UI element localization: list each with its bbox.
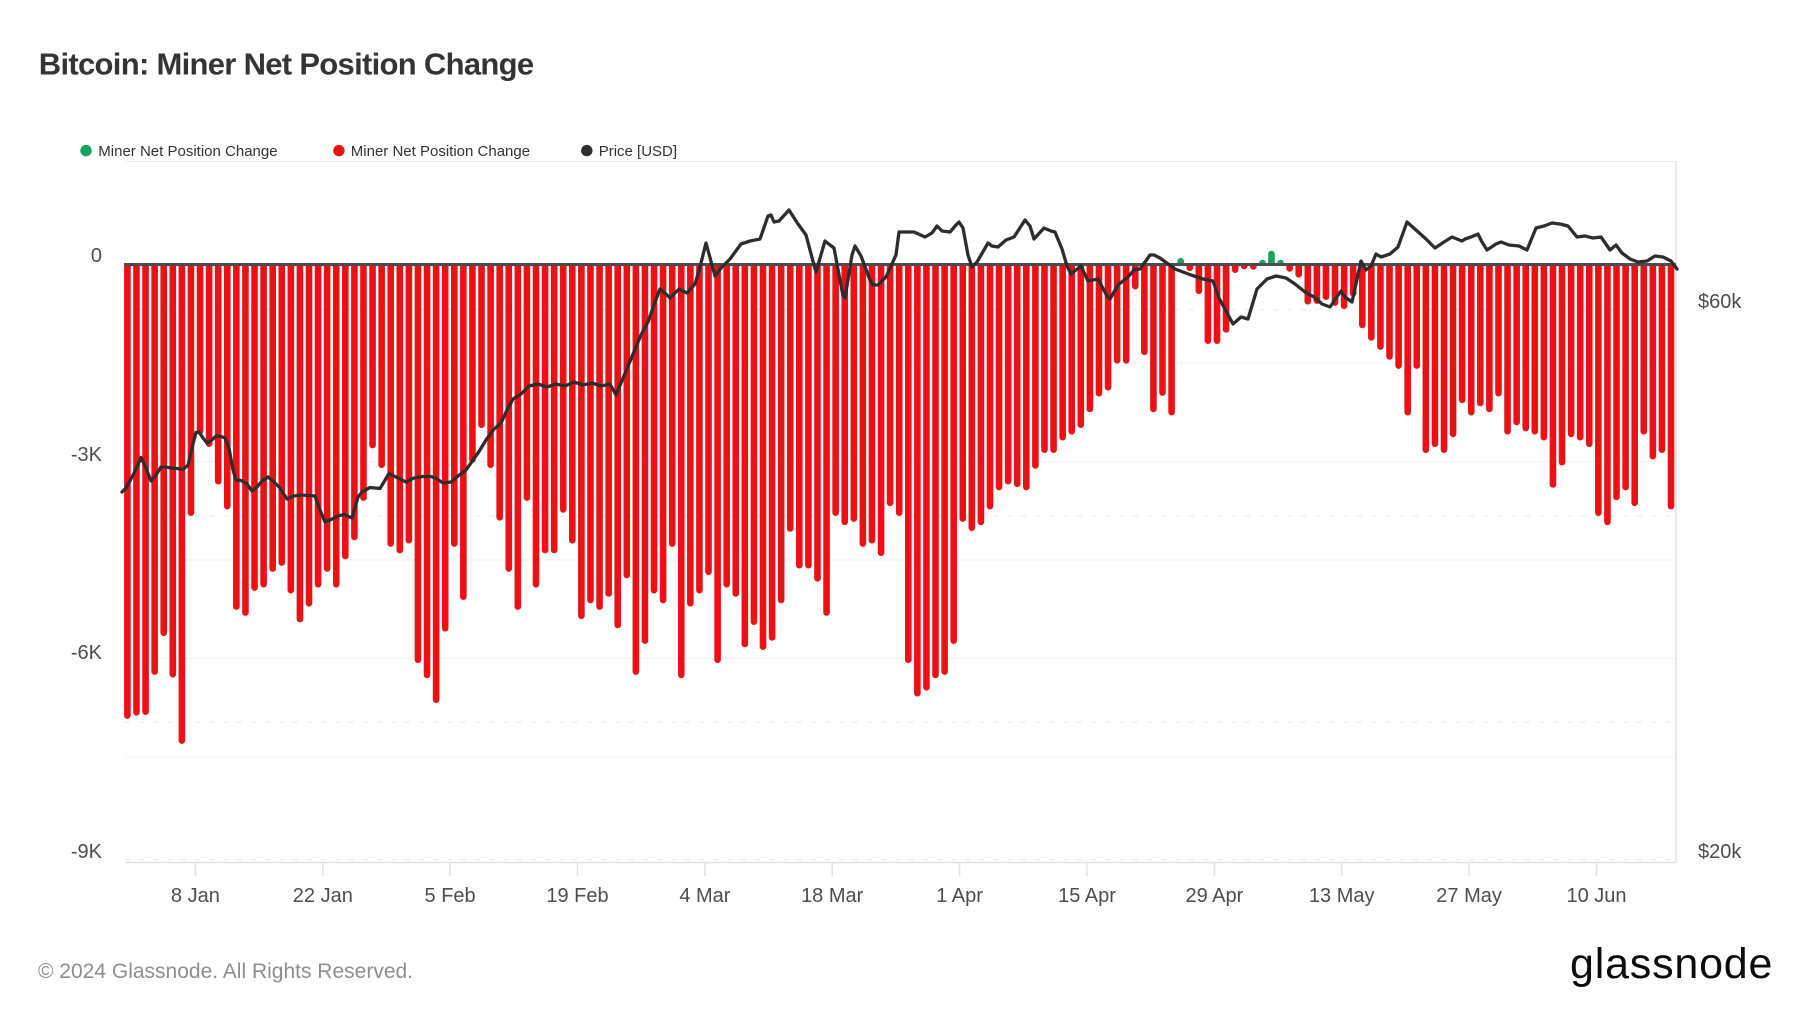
svg-text:22 Jan: 22 Jan — [293, 885, 353, 907]
svg-text:1 Apr: 1 Apr — [936, 885, 983, 907]
svg-text:Bitcoin: Miner Net Position Ch: Bitcoin: Miner Net Position Change — [39, 47, 534, 82]
svg-text:29 Apr: 29 Apr — [1185, 885, 1243, 907]
svg-text:Price [USD]: Price [USD] — [599, 143, 677, 160]
svg-text:15 Apr: 15 Apr — [1058, 885, 1116, 907]
svg-text:27 May: 27 May — [1436, 885, 1502, 907]
svg-text:18 Mar: 18 Mar — [801, 885, 864, 907]
svg-text:$20k: $20k — [1698, 841, 1742, 863]
svg-text:0: 0 — [91, 245, 102, 267]
svg-text:Miner Net Position Change: Miner Net Position Change — [351, 143, 530, 160]
svg-text:-3K: -3K — [71, 444, 103, 466]
svg-text:10 Jun: 10 Jun — [1566, 885, 1626, 907]
svg-text:19 Feb: 19 Feb — [546, 885, 608, 907]
svg-text:4 Mar: 4 Mar — [679, 885, 730, 907]
svg-text:13 May: 13 May — [1309, 885, 1375, 907]
svg-text:-6K: -6K — [71, 642, 103, 664]
svg-text:5 Feb: 5 Feb — [425, 885, 476, 907]
svg-text:8 Jan: 8 Jan — [171, 885, 220, 907]
svg-text:$60k: $60k — [1698, 291, 1742, 313]
svg-text:-9K: -9K — [71, 841, 103, 863]
svg-text:glassnode: glassnode — [1570, 940, 1773, 988]
svg-text:© 2024 Glassnode. All Rights R: © 2024 Glassnode. All Rights Reserved. — [38, 960, 413, 983]
svg-text:Miner Net Position Change: Miner Net Position Change — [98, 143, 277, 160]
